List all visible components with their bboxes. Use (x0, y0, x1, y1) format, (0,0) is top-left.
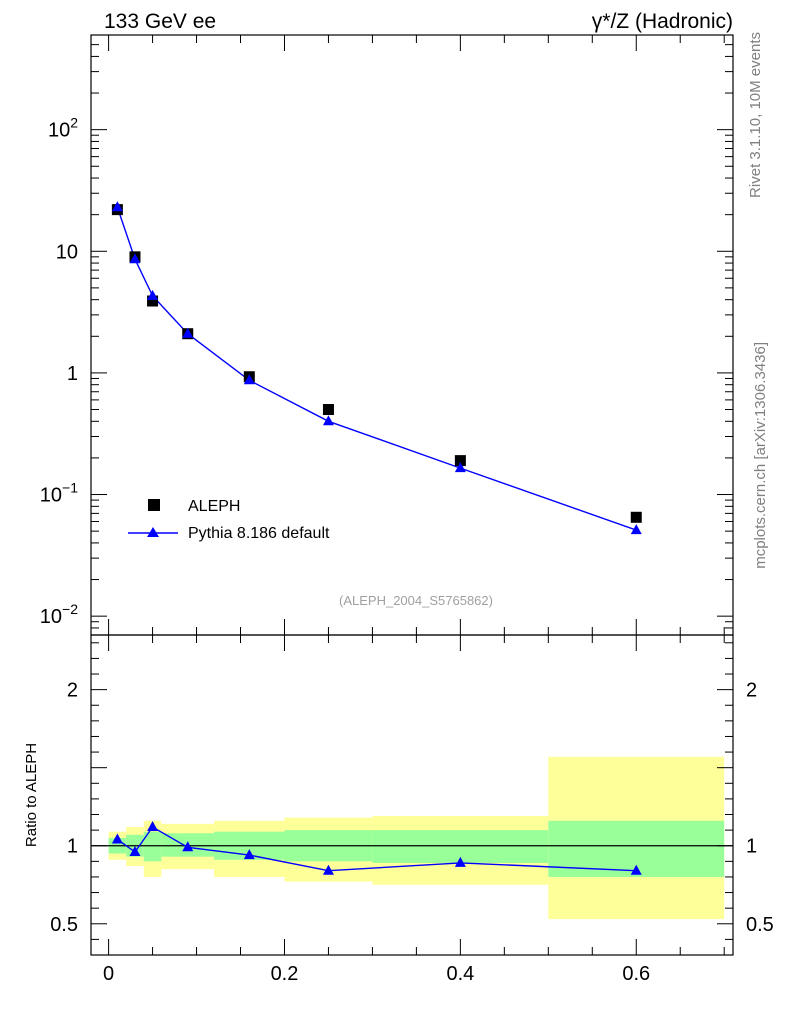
ratio-y-tick-label-left: 1 (67, 836, 78, 858)
ratio-y-axis-label: Ratio to ALEPH (23, 743, 40, 847)
main-y-tick-label: 102 (48, 115, 78, 142)
ratio-data-point (129, 845, 141, 856)
aleph-data-point (454, 455, 466, 467)
ratio-panel: 0.5 0.5 1 1 2 2 0 0.2 0.4 0.6 Ratio to ALEPH (23, 634, 774, 985)
ratio-data-point (322, 864, 334, 875)
pythia-data-point (111, 201, 123, 212)
legend-aleph-label: ALEPH (188, 498, 240, 515)
pythia-data-point (182, 327, 194, 338)
ratio-series-line (116, 826, 637, 872)
legend: ALEPH Pythia 8.186 default (128, 498, 330, 542)
pythia-data-point (147, 289, 159, 300)
ratio-y-tick-label-left: 0.5 (50, 914, 78, 936)
pythia-data-point (129, 253, 141, 264)
ratio-data-point (454, 856, 466, 867)
x-tick-label: 0.4 (446, 963, 474, 985)
pythia-data-point (322, 415, 334, 426)
x-tick-label: 0 (103, 963, 114, 985)
pythia-data-point (454, 462, 466, 473)
ratio-data-point (243, 849, 255, 860)
main-axis-ticks (91, 34, 733, 636)
main-y-tick-labels: 10−2 10−1 1 10 102 (40, 115, 78, 629)
aleph-data-point (147, 295, 159, 307)
ratio-data-point (182, 841, 194, 852)
main-y-tick-label: 10−1 (40, 480, 78, 507)
main-panel: 10−2 10−1 1 10 102 ALEPH Pythia 8.186 defaul… (40, 34, 734, 636)
ratio-uncertainty-bands (108, 756, 725, 920)
ratio-tick-labels: 0.5 0.5 1 1 2 2 0 0.2 0.4 0.6 (50, 680, 774, 985)
ratio-axis-ticks (91, 635, 733, 955)
legend-aleph-marker (148, 499, 160, 511)
mcplots-label: mcplots.cern.ch [arXiv:1306.3436] (752, 342, 769, 569)
main-y-tick-label: 10 (56, 241, 78, 263)
main-y-tick-label: 10−2 (40, 601, 78, 628)
ratio-data-point (147, 821, 159, 831)
ratio-data-point (111, 833, 123, 844)
pythia-series-line (116, 207, 637, 531)
rivet-label: Rivet 3.1.10, 10M events (747, 32, 764, 198)
analysis-id-label: (ALEPH_2004_S5765862) (339, 593, 493, 608)
legend-pythia-marker (147, 527, 159, 537)
ratio-y-tick-label-right: 1 (746, 836, 757, 858)
ratio-y-tick-label-right: 2 (746, 680, 757, 702)
ratio-frame (90, 634, 734, 956)
ratio-y-tick-label-right: 0.5 (746, 914, 774, 936)
aleph-data-point (322, 404, 334, 416)
legend-pythia-label: Pythia 8.186 default (188, 525, 330, 542)
pythia-data-point (243, 374, 255, 385)
main-markers (111, 201, 642, 535)
aleph-data-point (630, 511, 642, 523)
x-tick-label: 0.6 (622, 963, 650, 985)
ratio-band-inner (143, 831, 162, 862)
main-y-tick-label: 1 (67, 363, 78, 385)
process-label: γ*/Z (Hadronic) (592, 10, 733, 33)
ratio-markers (111, 821, 642, 875)
ratio-y-tick-label-left: 2 (67, 680, 78, 702)
energy-label: 133 GeV ee (104, 10, 216, 33)
ratio-data-point (630, 864, 642, 875)
x-tick-label: 0.2 (271, 963, 299, 985)
pythia-data-point (630, 524, 642, 535)
